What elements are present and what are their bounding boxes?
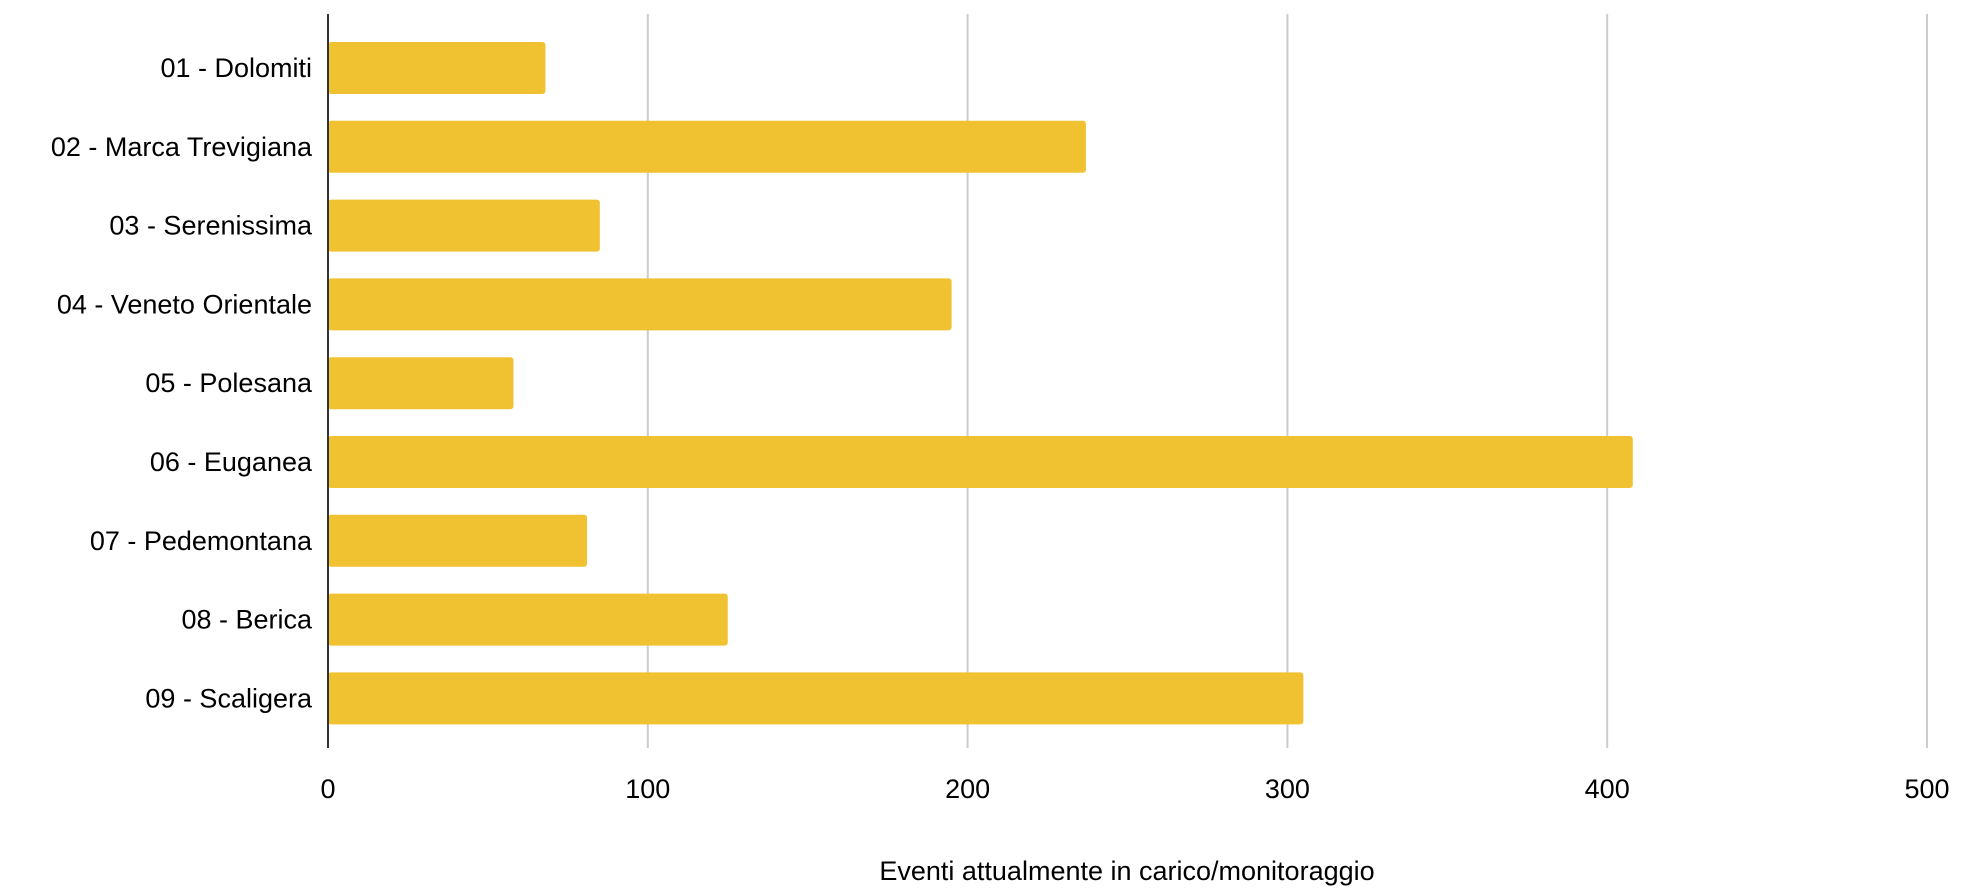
category-label-4: 04 - Veneto Orientale	[57, 289, 312, 319]
bar-6	[328, 436, 1633, 488]
category-labels: 01 - Dolomiti 02 - Marca Trevigiana 03 - S…	[51, 53, 313, 713]
category-label-6: 06 - Euganea	[150, 447, 313, 477]
bar-7	[328, 514, 588, 567]
bar-1	[328, 42, 546, 94]
x-tick-label-400: 400	[1585, 774, 1630, 804]
x-axis-title: Eventi attualmente in carico/monitoraggi…	[879, 856, 1374, 886]
category-label-7: 07 - Pedemontana	[90, 526, 313, 556]
x-tick-labels: 0 100 200 300 400 500	[320, 774, 1949, 804]
bar-9	[328, 672, 1304, 725]
bar-4	[328, 278, 952, 331]
x-tick-label-100: 100	[625, 774, 670, 804]
category-label-5: 05 - Polesana	[145, 368, 313, 398]
bar-8	[328, 593, 728, 646]
x-tick-label-200: 200	[945, 774, 990, 804]
x-tick-label-500: 500	[1904, 774, 1949, 804]
category-label-2: 02 - Marca Trevigiana	[51, 132, 313, 162]
bar-2	[328, 120, 1086, 173]
bar-3	[328, 199, 600, 252]
x-tick-label-0: 0	[320, 774, 335, 804]
bars	[328, 42, 1633, 725]
bar-5	[328, 357, 514, 410]
category-label-9: 09 - Scaligera	[145, 683, 313, 713]
category-label-8: 08 - Berica	[181, 605, 313, 635]
x-tick-label-300: 300	[1265, 774, 1310, 804]
category-label-1: 01 - Dolomiti	[160, 53, 312, 83]
category-label-3: 03 - Serenissima	[109, 211, 313, 241]
